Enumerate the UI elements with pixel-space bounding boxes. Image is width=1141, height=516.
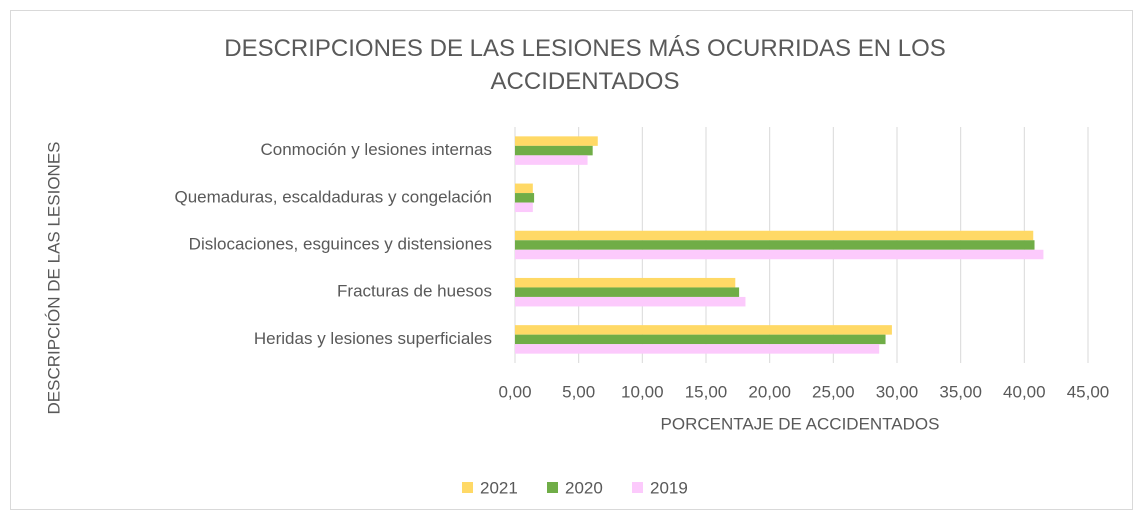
legend-label: 2020 xyxy=(565,478,603,497)
x-tick-label: 45,00 xyxy=(1067,382,1110,401)
x-tick-label: 40,00 xyxy=(1003,382,1046,401)
bar xyxy=(515,277,736,288)
x-tick-label: 10,00 xyxy=(621,382,664,401)
x-tick-label: 25,00 xyxy=(812,382,855,401)
x-tick-label: 30,00 xyxy=(876,382,919,401)
bar xyxy=(515,202,533,213)
bar xyxy=(515,334,886,345)
x-tick-label: 35,00 xyxy=(939,382,982,401)
legend-label: 2021 xyxy=(480,478,518,497)
bar xyxy=(515,296,746,307)
legend-swatch xyxy=(547,482,558,493)
bar xyxy=(515,240,1035,250)
legend-swatch xyxy=(462,482,473,493)
y-tick-label: Dislocaciones, esguinces y distensiones xyxy=(189,234,492,253)
bar xyxy=(515,155,588,165)
bar xyxy=(515,325,892,335)
y-tick-label: Quemaduras, escaldaduras y congelación xyxy=(174,187,492,206)
bar xyxy=(515,230,1034,241)
y-tick-label: Conmoción y lesiones internas xyxy=(260,140,492,159)
legend-swatch xyxy=(632,482,643,493)
bar xyxy=(515,136,598,146)
x-tick-label: 15,00 xyxy=(685,382,728,401)
x-tick-label: 20,00 xyxy=(748,382,791,401)
y-axis-label: DESCRIPCIÓN DE LAS LESIONES xyxy=(44,141,63,414)
bar xyxy=(515,287,740,297)
legend-label: 2019 xyxy=(650,478,688,497)
bar xyxy=(515,344,880,354)
x-tick-label: 0,00 xyxy=(498,382,531,401)
bar xyxy=(515,183,533,194)
bar xyxy=(515,249,1044,260)
bar xyxy=(515,145,593,156)
y-tick-label: Fracturas de huesos xyxy=(337,282,492,301)
y-tick-label: Heridas y lesiones superficiales xyxy=(254,329,492,348)
bar xyxy=(515,193,535,203)
chart-title: DESCRIPCIONES DE LAS LESIONES MÁS OCURRI… xyxy=(224,35,946,95)
x-tick-label: 5,00 xyxy=(562,382,595,401)
x-axis-label: PORCENTAJE DE ACCIDENTADOS xyxy=(661,414,940,433)
chart-border xyxy=(10,10,1133,510)
